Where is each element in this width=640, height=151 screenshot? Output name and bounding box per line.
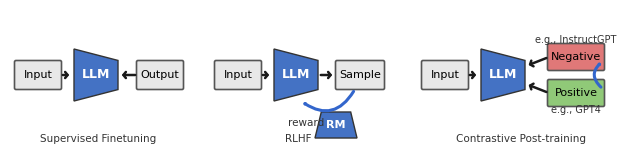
Polygon shape (315, 112, 357, 138)
Polygon shape (74, 49, 118, 101)
Text: e.g., GPT4: e.g., GPT4 (551, 105, 601, 115)
Text: Output: Output (141, 70, 179, 80)
Polygon shape (274, 49, 318, 101)
Text: e.g., InstructGPT: e.g., InstructGPT (535, 35, 617, 45)
FancyArrowPatch shape (594, 64, 601, 87)
Text: Negative: Negative (551, 52, 601, 62)
Text: Contrastive Post-training: Contrastive Post-training (456, 134, 586, 144)
FancyBboxPatch shape (547, 43, 605, 71)
Text: LLM: LLM (282, 69, 310, 82)
FancyBboxPatch shape (547, 79, 605, 106)
FancyBboxPatch shape (214, 61, 262, 90)
Text: Input: Input (24, 70, 52, 80)
FancyBboxPatch shape (422, 61, 468, 90)
Text: reward: reward (288, 118, 324, 128)
Text: Positive: Positive (554, 88, 598, 98)
FancyArrowPatch shape (305, 91, 353, 111)
Text: RM: RM (326, 120, 346, 130)
Polygon shape (481, 49, 525, 101)
Text: Supervised Finetuning: Supervised Finetuning (40, 134, 156, 144)
FancyBboxPatch shape (136, 61, 184, 90)
Text: Input: Input (431, 70, 460, 80)
Text: Input: Input (223, 70, 252, 80)
FancyBboxPatch shape (15, 61, 61, 90)
Text: Sample: Sample (339, 70, 381, 80)
Text: RLHF: RLHF (285, 134, 311, 144)
Text: LLM: LLM (82, 69, 110, 82)
FancyBboxPatch shape (335, 61, 385, 90)
Text: LLM: LLM (489, 69, 517, 82)
